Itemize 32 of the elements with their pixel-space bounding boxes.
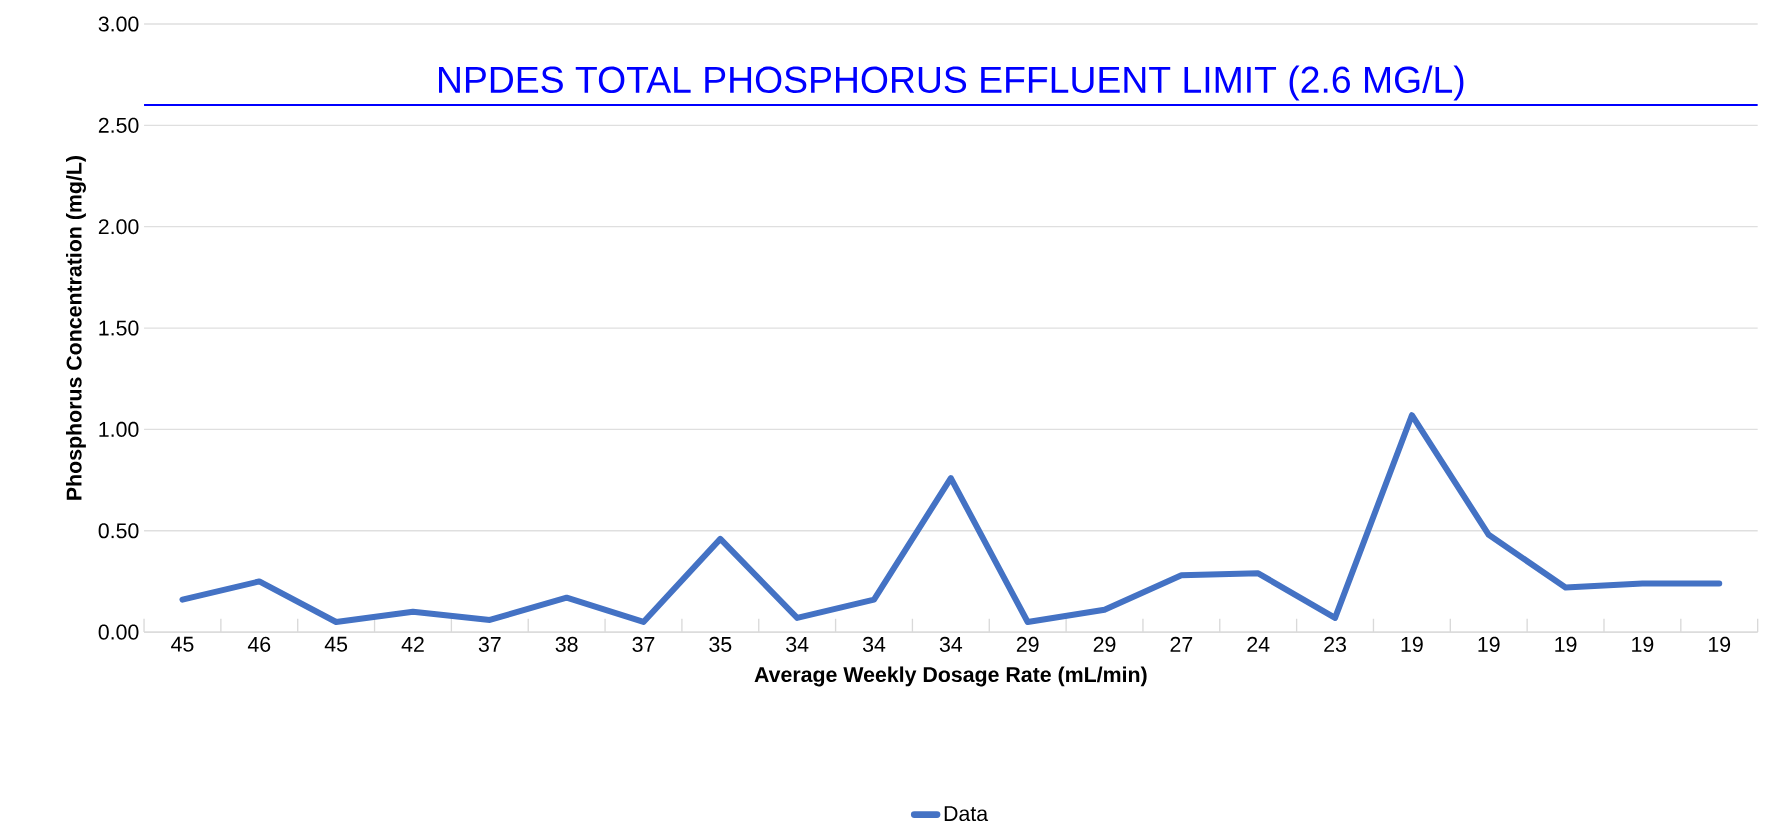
x-tick-label: 46 <box>247 636 271 653</box>
x-tick-label: 23 <box>1324 636 1346 653</box>
legend-label: Data <box>944 806 989 822</box>
x-tick-label: 27 <box>1170 636 1193 652</box>
x-tick-label: 37 <box>478 636 501 653</box>
x-tick-label: 45 <box>324 636 348 652</box>
x-tick-label: 34 <box>786 636 809 653</box>
x-tick-label: 19 <box>1709 636 1731 653</box>
x-tick-label: 19 <box>1632 636 1654 653</box>
x-tick-label: 19 <box>1478 636 1500 653</box>
x-tick-label: 19 <box>1555 636 1577 653</box>
y-axis-title: Phosphorus Concentration (mg/L) <box>65 156 86 500</box>
x-tick-label: 45 <box>171 636 194 652</box>
x-tick-label: 35 <box>709 636 732 653</box>
x-tick-label: 29 <box>1093 636 1116 653</box>
y-tick-label: 1.00 <box>99 421 139 438</box>
x-tick-label: 24 <box>1247 636 1270 652</box>
x-tick-label: 34 <box>939 636 963 653</box>
x-tick-label: 19 <box>1401 636 1423 653</box>
y-tick-label: 1.50 <box>99 320 139 336</box>
y-tick-label: 2.00 <box>98 219 139 235</box>
y-tick-label: 0.50 <box>98 523 139 539</box>
x-tick-label: 37 <box>632 636 655 653</box>
x-tick-label: 29 <box>1016 636 1039 653</box>
x-tick-label: 34 <box>862 636 886 653</box>
ref-line-label: NPDES TOTAL PHOSPHORUS EFFLUENT LIMIT (2.6 MG/L) <box>439 65 1464 101</box>
x-tick-label: 42 <box>401 636 424 652</box>
x-axis-title: Average Weekly Dosage Rate (mL/min) <box>754 666 1147 687</box>
y-tick-label: 2.50 <box>98 117 139 133</box>
x-tick-label: 38 <box>555 636 578 653</box>
y-tick-label: 3.00 <box>98 16 139 32</box>
y-tick-label: 0.00 <box>98 624 139 640</box>
